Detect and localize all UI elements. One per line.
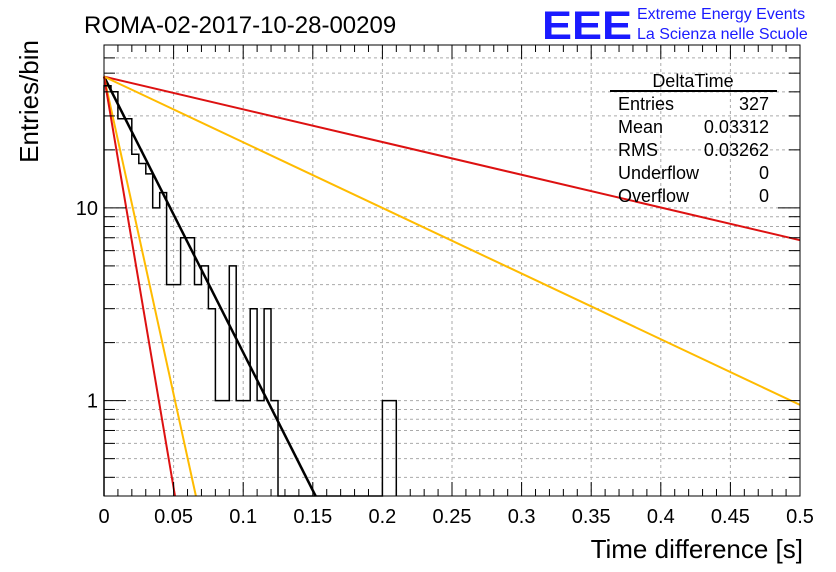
histogram-bin — [146, 174, 153, 496]
histogram-bin — [389, 401, 396, 496]
histogram-bin — [125, 119, 132, 496]
stats-label: Mean — [618, 117, 663, 137]
x-tick-label: 0 — [98, 506, 109, 528]
fit-line — [103, 76, 197, 497]
histogram-bin — [174, 285, 181, 496]
x-tick-label: 0.2 — [368, 506, 396, 528]
eee-logo-line2: La Scienza nelle Scuole — [637, 26, 808, 43]
histogram-bin — [222, 401, 229, 496]
x-tick-label: 0.4 — [647, 506, 675, 528]
histogram-bin — [188, 238, 195, 496]
histogram-bin — [208, 309, 215, 496]
axis-ticks-layer — [103, 44, 801, 496]
histogram-bin — [104, 86, 111, 496]
histogram-bin — [194, 285, 201, 496]
stats-value: 0 — [759, 163, 769, 183]
x-tick-label: 0.25 — [433, 506, 472, 528]
stats-label: Entries — [618, 94, 674, 114]
y-tick-label: 1 — [87, 391, 98, 413]
histogram-bin — [236, 401, 243, 496]
x-tick-label: 0.1 — [229, 506, 257, 528]
histogram-bin — [160, 193, 167, 496]
histogram-bin — [229, 266, 236, 496]
stats-label: RMS — [618, 140, 658, 160]
stats-label: Underflow — [618, 163, 700, 183]
histogram-bin — [264, 309, 271, 496]
histogram-layer — [103, 85, 398, 497]
eee-logo-line1: Extreme Energy Events — [637, 6, 805, 23]
histogram-bin — [201, 266, 208, 496]
x-tick-label: 0.15 — [293, 506, 332, 528]
x-tick-label: 0.05 — [154, 506, 193, 528]
fit-line — [103, 75, 801, 242]
fit-lines-layer — [102, 75, 801, 497]
histogram-bin — [139, 163, 146, 496]
stats-value: 0.03262 — [704, 140, 769, 160]
histogram-bin — [132, 154, 139, 496]
x-tick-label: 0.45 — [711, 506, 750, 528]
run-title: ROMA-02-2017-10-28-00209 — [84, 12, 396, 39]
x-tick-label: 0.35 — [572, 506, 611, 528]
stats-box: DeltaTime Entries 327 Mean 0.03312 RMS 0… — [610, 71, 777, 206]
fit-line — [102, 76, 317, 497]
stats-value: 327 — [739, 94, 769, 114]
histogram-bin — [111, 92, 118, 496]
histogram-bin — [153, 208, 160, 496]
fit-line — [103, 75, 801, 406]
histogram-bin — [215, 401, 222, 496]
x-tick-label: 0.5 — [786, 506, 814, 528]
fit-line — [103, 76, 176, 497]
histogram-bin — [243, 401, 250, 496]
histogram-bin — [181, 238, 188, 496]
histogram-bin — [382, 401, 389, 496]
tick-labels-layer: 0 0.05 0.1 0.15 0.2 0.25 0.3 0.35 0.4 0.45 0.5 1 10 — [76, 198, 814, 528]
histogram-bin — [271, 401, 278, 496]
stats-title: DeltaTime — [652, 71, 733, 91]
eee-logo: EEE — [542, 4, 632, 48]
y-tick-label: 10 — [76, 198, 98, 220]
histogram-bin — [167, 285, 174, 496]
x-axis-label: Time difference [s] — [591, 534, 803, 564]
histogram-bin — [250, 309, 257, 496]
histogram-bin — [118, 119, 125, 496]
y-axis-label: Entries/bin — [14, 40, 44, 163]
x-tick-label: 0.3 — [508, 506, 536, 528]
stats-value: 0 — [759, 186, 769, 206]
stats-value: 0.03312 — [704, 117, 769, 137]
stats-label: Overflow — [618, 186, 690, 206]
histogram-bin — [257, 401, 264, 496]
